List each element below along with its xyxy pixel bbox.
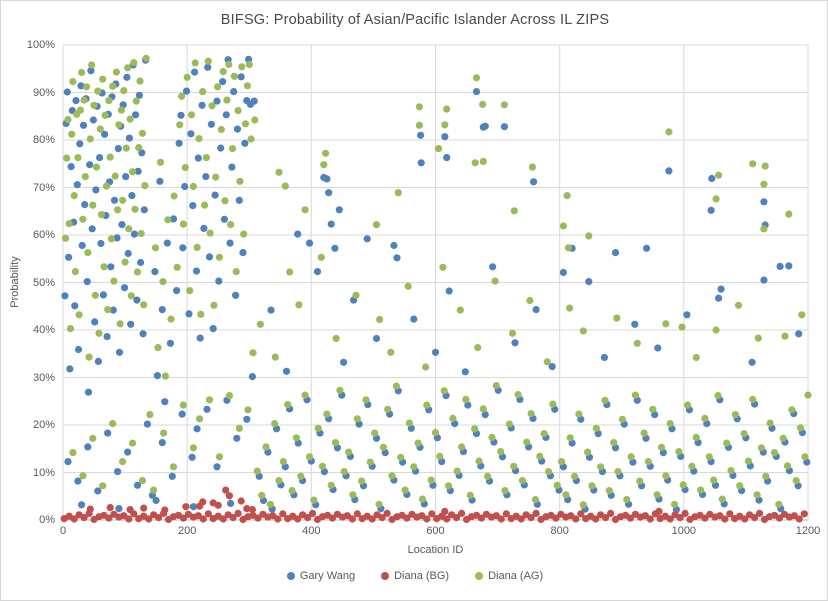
- x-tick-label: 0: [59, 525, 67, 537]
- x-tick-label: 400: [302, 525, 321, 537]
- y-tick-label: 90%: [32, 86, 55, 99]
- legend: Gary Wang Diana (BG) Diana (AG): [1, 570, 827, 582]
- chart-title: BIFSG: Probability of Asian/Pacific Isla…: [220, 12, 610, 28]
- x-axis-title: Location ID: [407, 544, 464, 556]
- x-tick-label: 800: [550, 525, 569, 537]
- legend-marker-circle: [381, 572, 390, 580]
- series-diana-bg: [60, 486, 808, 524]
- x-tick-label: 1000: [671, 525, 697, 537]
- y-tick-label: 0%: [39, 514, 55, 526]
- x-tick-label: 1200: [795, 525, 821, 537]
- series-diana-ag: [61, 54, 812, 509]
- gridlines: [62, 44, 809, 521]
- legend-label: Diana (BG): [394, 570, 450, 582]
- y-tick-label: 60%: [32, 229, 55, 241]
- legend-item-diana-bg: Diana (BG): [381, 570, 449, 582]
- y-tick-label: 30%: [32, 371, 55, 384]
- y-tick-label: 50%: [32, 276, 55, 289]
- y-tick-label: 10%: [32, 466, 55, 479]
- legend-label: Gary Wang: [299, 570, 356, 582]
- legend-label: Diana (AG): [488, 570, 544, 582]
- y-tick-label: 80%: [32, 134, 55, 146]
- y-tick-label: 40%: [32, 324, 55, 336]
- y-tick-label: 100%: [26, 39, 55, 51]
- legend-marker-circle: [475, 572, 484, 580]
- x-tick-label: 600: [426, 525, 445, 537]
- y-axis-title: Probability: [9, 256, 21, 308]
- y-tick-label: 20%: [32, 419, 55, 431]
- x-tick-label: 200: [177, 525, 197, 537]
- legend-item-diana-ag: Diana (AG): [475, 570, 543, 582]
- legend-marker-circle: [286, 572, 295, 580]
- legend-item-gary-wang: Gary Wang: [286, 570, 356, 582]
- y-tick-label: 70%: [32, 181, 55, 194]
